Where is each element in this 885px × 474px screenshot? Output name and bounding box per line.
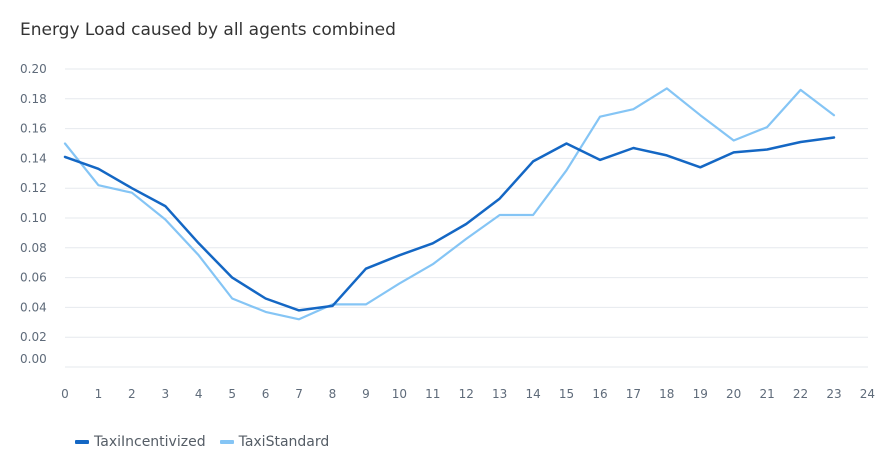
y-tick-label: 0.04 xyxy=(20,300,47,314)
x-tick-label: 9 xyxy=(362,387,370,401)
legend-swatch xyxy=(219,440,234,444)
y-tick-label: 0.00 xyxy=(20,352,47,366)
x-tick-label: 6 xyxy=(262,387,270,401)
x-tick-label: 16 xyxy=(592,387,607,401)
y-tick-label: 0.16 xyxy=(20,122,47,136)
x-tick-label: 23 xyxy=(826,387,841,401)
series-line-taxiincentivized xyxy=(63,136,836,312)
x-tick-label: 15 xyxy=(559,387,574,401)
y-tick-label: 0.06 xyxy=(20,271,47,285)
x-tick-label: 4 xyxy=(195,387,203,401)
x-tick-label: 8 xyxy=(329,387,337,401)
x-tick-label: 24 xyxy=(860,387,875,401)
x-tick-label: 20 xyxy=(726,387,741,401)
legend-item[interactable]: TaxiIncentivized xyxy=(75,434,206,450)
x-tick-label: 11 xyxy=(425,387,440,401)
x-tick-label: 10 xyxy=(392,387,407,401)
x-tick-label: 2 xyxy=(128,387,136,401)
x-tick-label: 19 xyxy=(693,387,708,401)
x-tick-label: 14 xyxy=(525,387,540,401)
legend-label: TaxiStandard xyxy=(238,434,330,450)
y-tick-label: 0.14 xyxy=(20,151,47,165)
x-tick-label: 22 xyxy=(793,387,808,401)
y-tick-label: 0.12 xyxy=(20,181,47,195)
y-tick-label: 0.10 xyxy=(20,211,47,225)
x-tick-label: 1 xyxy=(95,387,103,401)
x-tick-label: 12 xyxy=(459,387,474,401)
y-tick-label: 0.02 xyxy=(20,330,47,344)
x-tick-label: 0 xyxy=(61,387,69,401)
y-tick-label: 0.18 xyxy=(20,92,47,106)
legend-item[interactable]: TaxiStandard xyxy=(219,434,330,450)
legend: TaxiIncentivized TaxiStandard xyxy=(75,434,329,450)
x-tick-label: 21 xyxy=(759,387,774,401)
x-tick-label: 3 xyxy=(161,387,169,401)
y-tick-label: 0.20 xyxy=(20,62,47,76)
x-tick-label: 7 xyxy=(295,387,303,401)
legend-swatch xyxy=(75,440,89,444)
x-tick-label: 5 xyxy=(228,387,236,401)
x-tick-label: 13 xyxy=(492,387,507,401)
x-tick-label: 17 xyxy=(626,387,641,401)
legend-label: TaxiIncentivized xyxy=(94,434,206,450)
chart-title: Energy Load caused by all agents combine… xyxy=(20,20,396,40)
x-tick-label: 18 xyxy=(659,387,674,401)
y-tick-label: 0.08 xyxy=(20,241,47,255)
series-line-taxistandard xyxy=(63,87,836,321)
